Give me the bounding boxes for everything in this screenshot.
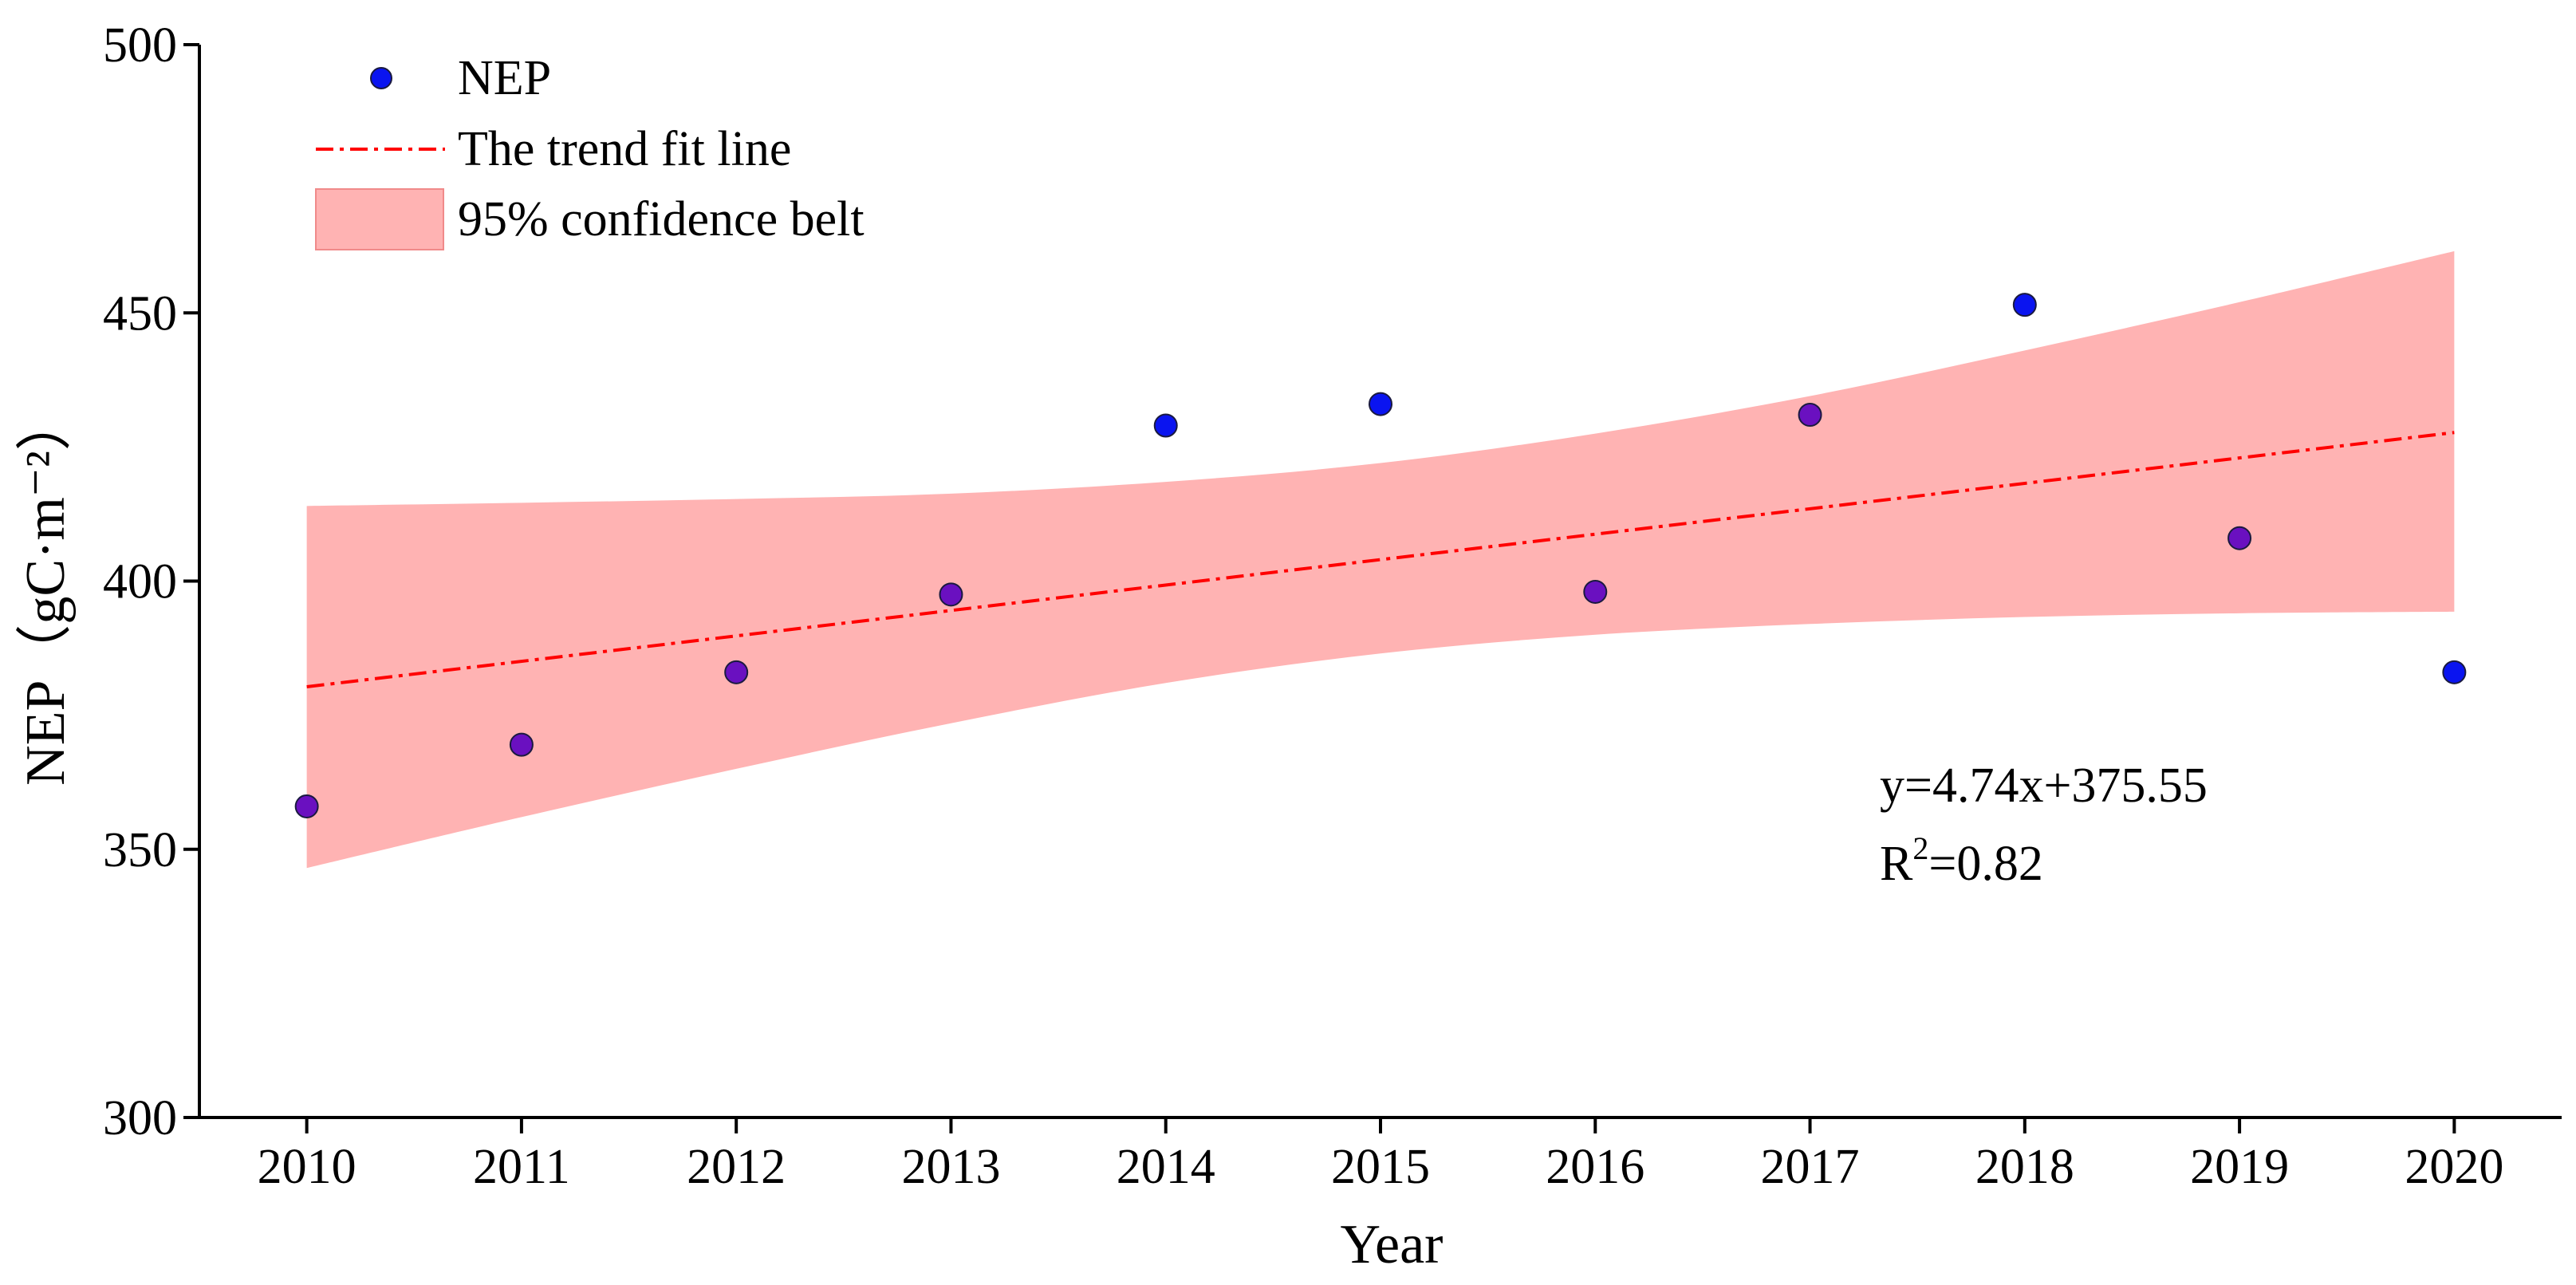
legend: NEP The trend fit line 95% confidence be…	[315, 51, 865, 250]
y-tick-label-350: 350	[103, 823, 177, 877]
x-tick-label-2018: 2018	[1975, 1140, 2074, 1194]
data-point-2011	[509, 732, 534, 757]
x-axis-ticks: 2010 2011 2012 2013 2014 2015 2016 2017 2018 2019…	[258, 1117, 2503, 1194]
y-axis-ticks: 300 350 400 450 500	[103, 18, 199, 1145]
trend-fit-line	[306, 431, 2455, 688]
x-tick-label-2014: 2014	[1117, 1140, 1215, 1194]
data-point-2014	[1153, 413, 1178, 438]
data-points-layer	[294, 293, 2467, 818]
x-tick-label-2010: 2010	[258, 1140, 356, 1194]
legend-nep-label: NEP	[458, 51, 551, 105]
x-axis-title: Year	[1341, 1214, 1444, 1275]
x-tick-label-2013: 2013	[901, 1140, 1000, 1194]
data-point-2010	[294, 794, 319, 818]
confidence-band-layer	[306, 250, 2455, 869]
y-tick-label-400: 400	[103, 555, 177, 609]
x-tick-label-2020: 2020	[2405, 1140, 2503, 1194]
equation-text: y=4.74x+375.55	[1880, 759, 2208, 813]
data-point-2020	[2442, 660, 2467, 684]
y-tick-label-450: 450	[103, 286, 177, 341]
data-point-2018	[2012, 293, 2037, 317]
legend-band-label: 95% confidence belt	[458, 192, 865, 246]
data-point-2017	[1798, 403, 1822, 428]
x-tick-label-2011: 2011	[473, 1140, 570, 1194]
x-tick-label-2017: 2017	[1761, 1140, 1860, 1194]
legend-trend-label: The trend fit line	[458, 122, 791, 176]
legend-band-swatch	[315, 188, 444, 250]
data-point-2016	[1583, 579, 1608, 604]
x-tick-label-2012: 2012	[687, 1140, 786, 1194]
legend-nep-marker	[370, 67, 392, 89]
data-point-2012	[724, 660, 749, 684]
confidence-band	[306, 250, 2455, 869]
y-axis-title: NEP（gC·m⁻²）	[15, 395, 77, 786]
x-tick-label-2015: 2015	[1331, 1140, 1430, 1194]
r-squared-value: =0.82	[1928, 837, 2042, 891]
r-squared-symbol: R	[1880, 837, 1913, 891]
trend-line-layer	[306, 431, 2455, 688]
x-tick-label-2016: 2016	[1546, 1140, 1644, 1194]
data-point-2013	[939, 582, 963, 607]
r-squared-text: R2=0.82	[1880, 830, 2043, 891]
r-squared-superscript: 2	[1912, 830, 1928, 866]
regression-equation: y=4.74x+375.55 R2=0.82	[1880, 759, 2208, 891]
x-tick-label-2019: 2019	[2190, 1140, 2289, 1194]
axes: 300 350 400 450 500 2010 2011 2012 2013 2014 2015…	[103, 18, 2562, 1194]
data-point-2019	[2227, 526, 2252, 550]
y-tick-label-500: 500	[103, 18, 177, 73]
data-point-2015	[1369, 392, 1392, 416]
y-tick-label-300: 300	[103, 1091, 177, 1145]
